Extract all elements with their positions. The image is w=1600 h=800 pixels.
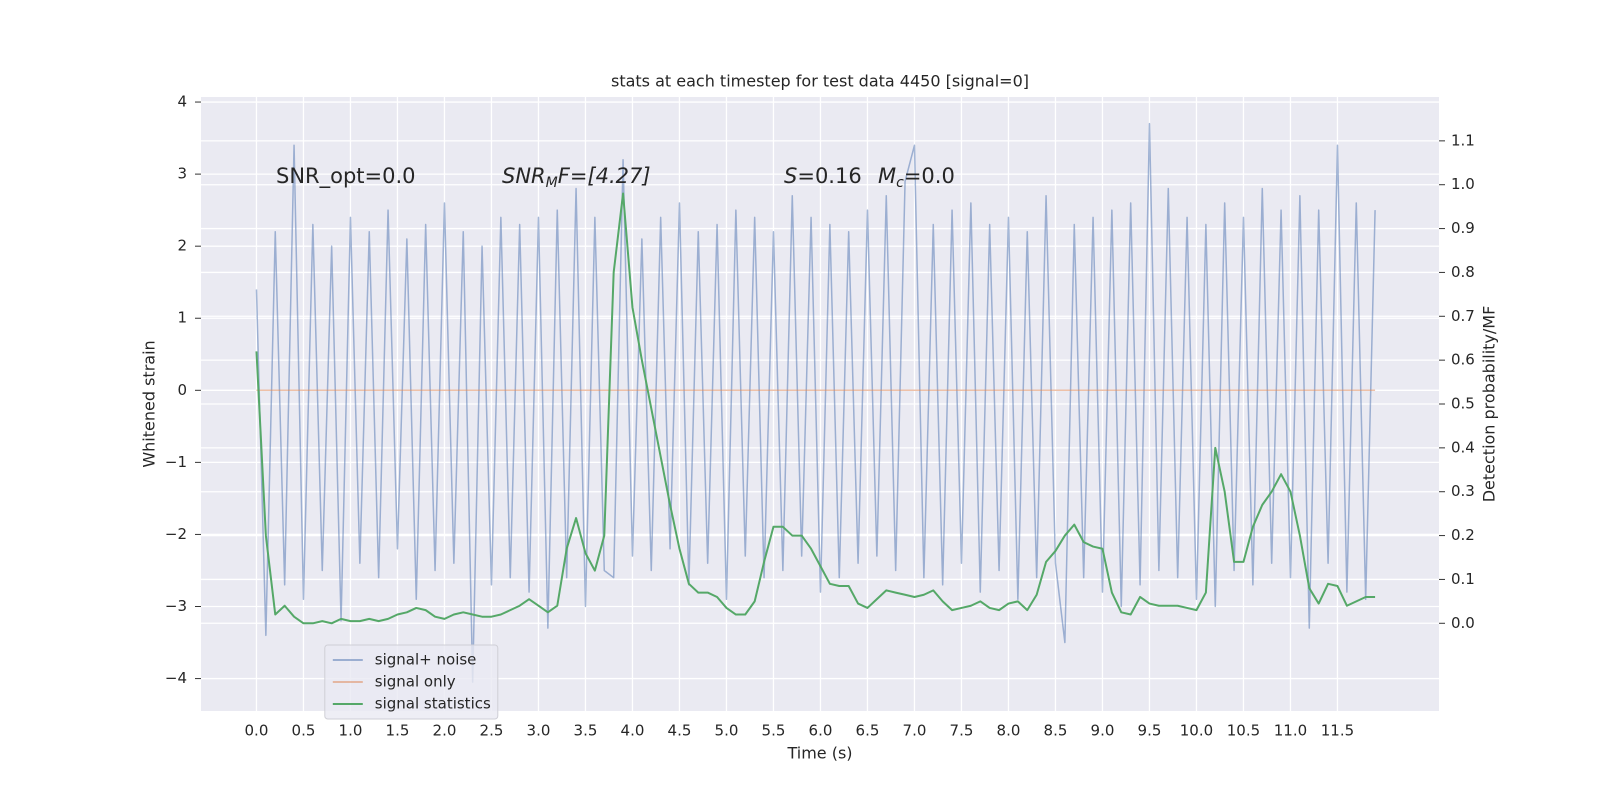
- y2-tick-label: 0.3: [1451, 482, 1475, 500]
- y-tick-label: 0: [177, 381, 187, 399]
- y2-tick-label: 0.9: [1451, 219, 1475, 237]
- x-tick-label: 2.0: [433, 722, 457, 740]
- x-tick-label: 4.0: [621, 722, 645, 740]
- y2-tick-label: 0.4: [1451, 438, 1475, 456]
- y2-axis-label: Detection probability/MF: [1480, 306, 1499, 503]
- annotation-part: S: [784, 164, 797, 188]
- y-tick-label: −2: [165, 525, 187, 543]
- y2-tick-label: 0.6: [1451, 351, 1475, 369]
- y-tick-label: 3: [177, 165, 187, 183]
- annotation-part: SNR_opt=0.0: [276, 164, 416, 189]
- x-tick-label: 3.5: [574, 722, 598, 740]
- x-tick-label: 1.5: [386, 722, 410, 740]
- x-tick-label: 10.5: [1227, 722, 1260, 740]
- series-line: [255, 122, 1376, 683]
- annotation-part: =0.16: [797, 164, 861, 188]
- annotation: Mc=0.0: [878, 164, 955, 191]
- x-tick-label: 9.5: [1138, 722, 1162, 740]
- x-tick-label: 6.5: [856, 722, 880, 740]
- annotation-part: M: [546, 175, 558, 191]
- x-tick-label: 4.5: [668, 722, 692, 740]
- annotation: S=0.16: [784, 164, 862, 188]
- x-tick-label: 10.0: [1180, 722, 1213, 740]
- y2-tick-label: 0.1: [1451, 570, 1475, 588]
- x-tick-label: 5.0: [715, 722, 739, 740]
- legend-label: signal+ noise: [375, 651, 477, 669]
- x-tick-label: 0.0: [245, 722, 269, 740]
- series-line: [255, 192, 1376, 625]
- y2-tick-label: 0.7: [1451, 307, 1475, 325]
- annotation-part: SNR: [502, 164, 546, 188]
- x-tick-label: 0.5: [292, 722, 316, 740]
- x-tick-label: 11.5: [1321, 722, 1354, 740]
- x-tick-label: 8.0: [997, 722, 1021, 740]
- x-tick-label: 11.0: [1274, 722, 1307, 740]
- x-tick-label: 1.0: [339, 722, 363, 740]
- x-tick-label: 6.0: [809, 722, 833, 740]
- x-tick-label: 2.5: [480, 722, 504, 740]
- annotation: SNRMF=[4.27]: [502, 164, 651, 191]
- x-tick-label: 3.0: [527, 722, 551, 740]
- x-axis-label: Time (s): [786, 744, 852, 763]
- y-tick-label: −1: [165, 453, 187, 471]
- chart-title: stats at each timestep for test data 445…: [611, 72, 1029, 91]
- y-tick-label: −3: [165, 597, 187, 615]
- y2-tick-label: 0.8: [1451, 263, 1475, 281]
- x-tick-label: 8.5: [1044, 722, 1068, 740]
- y-tick-label: 1: [177, 309, 187, 327]
- legend-label: signal only: [375, 673, 456, 691]
- annotation-part: M: [878, 164, 896, 188]
- y2-tick-label: 1.1: [1451, 131, 1475, 149]
- y-axis-label: Whitened strain: [140, 340, 159, 467]
- y-tick-label: 4: [177, 93, 187, 111]
- y2-tick-label: 1.0: [1451, 175, 1475, 193]
- annotation: SNR_opt=0.0: [276, 164, 416, 189]
- annotation-part: =0.0: [904, 164, 955, 188]
- x-tick-label: 5.5: [762, 722, 786, 740]
- y2-tick-label: 0.5: [1451, 395, 1475, 413]
- y2-tick-label: 0.2: [1451, 526, 1475, 544]
- y-tick-label: 2: [177, 237, 187, 255]
- x-tick-label: 7.5: [950, 722, 974, 740]
- legend-box: [324, 644, 499, 720]
- annotation-part: c: [896, 175, 904, 191]
- x-tick-label: 9.0: [1091, 722, 1115, 740]
- annotation-part: F=[4.27]: [558, 164, 651, 188]
- y2-tick-label: 0.0: [1451, 614, 1475, 632]
- x-tick-label: 7.0: [903, 722, 927, 740]
- legend-label: signal statistics: [375, 695, 491, 713]
- y-tick-label: −4: [165, 669, 187, 687]
